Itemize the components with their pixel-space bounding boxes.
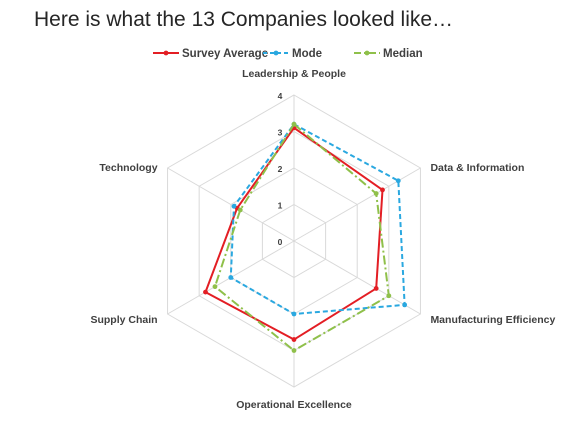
data-point-mode-operational-excellence	[291, 311, 297, 317]
legend-label-median: Median	[383, 48, 423, 60]
data-point-median-manufacturing-efficiency	[386, 293, 392, 299]
chart-legend: Survey Average Mode Median	[153, 48, 423, 60]
spoke-technology	[167, 167, 295, 242]
data-point-survey-average-manufacturing-efficiency	[373, 286, 379, 291]
axis-label-data-and-information: Data & Information	[430, 162, 524, 174]
data-point-survey-average-operational-excellence	[291, 337, 297, 342]
tick-label-2: 2	[278, 164, 283, 174]
data-point-median-technology	[237, 207, 243, 213]
legend-label-mode: Mode	[292, 48, 322, 60]
axis-label-leadership-and-people: Leadership & People	[242, 68, 346, 80]
radar-series	[203, 121, 408, 353]
data-point-median-operational-excellence	[291, 348, 297, 353]
radar-axis-labels: Leadership & People Data & Information Man…	[90, 68, 555, 411]
legend-item-survey-average: Survey Average	[153, 48, 268, 60]
axis-label-supply-chain: Supply Chain	[90, 314, 157, 326]
data-point-survey-average-supply-chain	[203, 289, 208, 295]
spoke-manufacturing-efficiency	[293, 240, 421, 315]
radar-ticks: 0 1 2 3 4	[278, 91, 283, 247]
data-point-median-data-and-information	[373, 191, 379, 196]
legend-marker-mode	[273, 50, 279, 56]
legend-item-mode: Mode	[263, 48, 322, 60]
data-point-mode-manufacturing-efficiency	[402, 302, 408, 308]
axis-label-manufacturing-efficiency: Manufacturing Efficiency	[430, 314, 555, 326]
series-line-median	[213, 123, 390, 352]
legend-marker-survey-average	[163, 50, 169, 56]
data-point-mode-data-and-information	[395, 178, 401, 184]
slide-title: Here is what the 13 Companies looked lik…	[34, 8, 454, 31]
data-point-mode-technology	[231, 203, 237, 209]
series-median	[212, 121, 392, 353]
tick-label-1: 1	[278, 201, 283, 211]
data-point-median-leadership-and-people	[291, 121, 297, 127]
data-point-mode-supply-chain	[228, 275, 234, 280]
tick-label-0: 0	[278, 237, 283, 247]
legend-marker-median	[364, 50, 370, 56]
axis-label-operational-excellence: Operational Excellence	[236, 399, 352, 411]
tick-label-4: 4	[278, 91, 283, 101]
axis-label-technology: Technology	[99, 162, 157, 174]
data-point-median-supply-chain	[212, 284, 218, 290]
data-point-survey-average-data-and-information	[380, 187, 385, 193]
tick-label-3: 3	[278, 128, 283, 138]
legend-item-median: Median	[354, 48, 423, 60]
legend-label-survey-average: Survey Average	[182, 48, 268, 60]
